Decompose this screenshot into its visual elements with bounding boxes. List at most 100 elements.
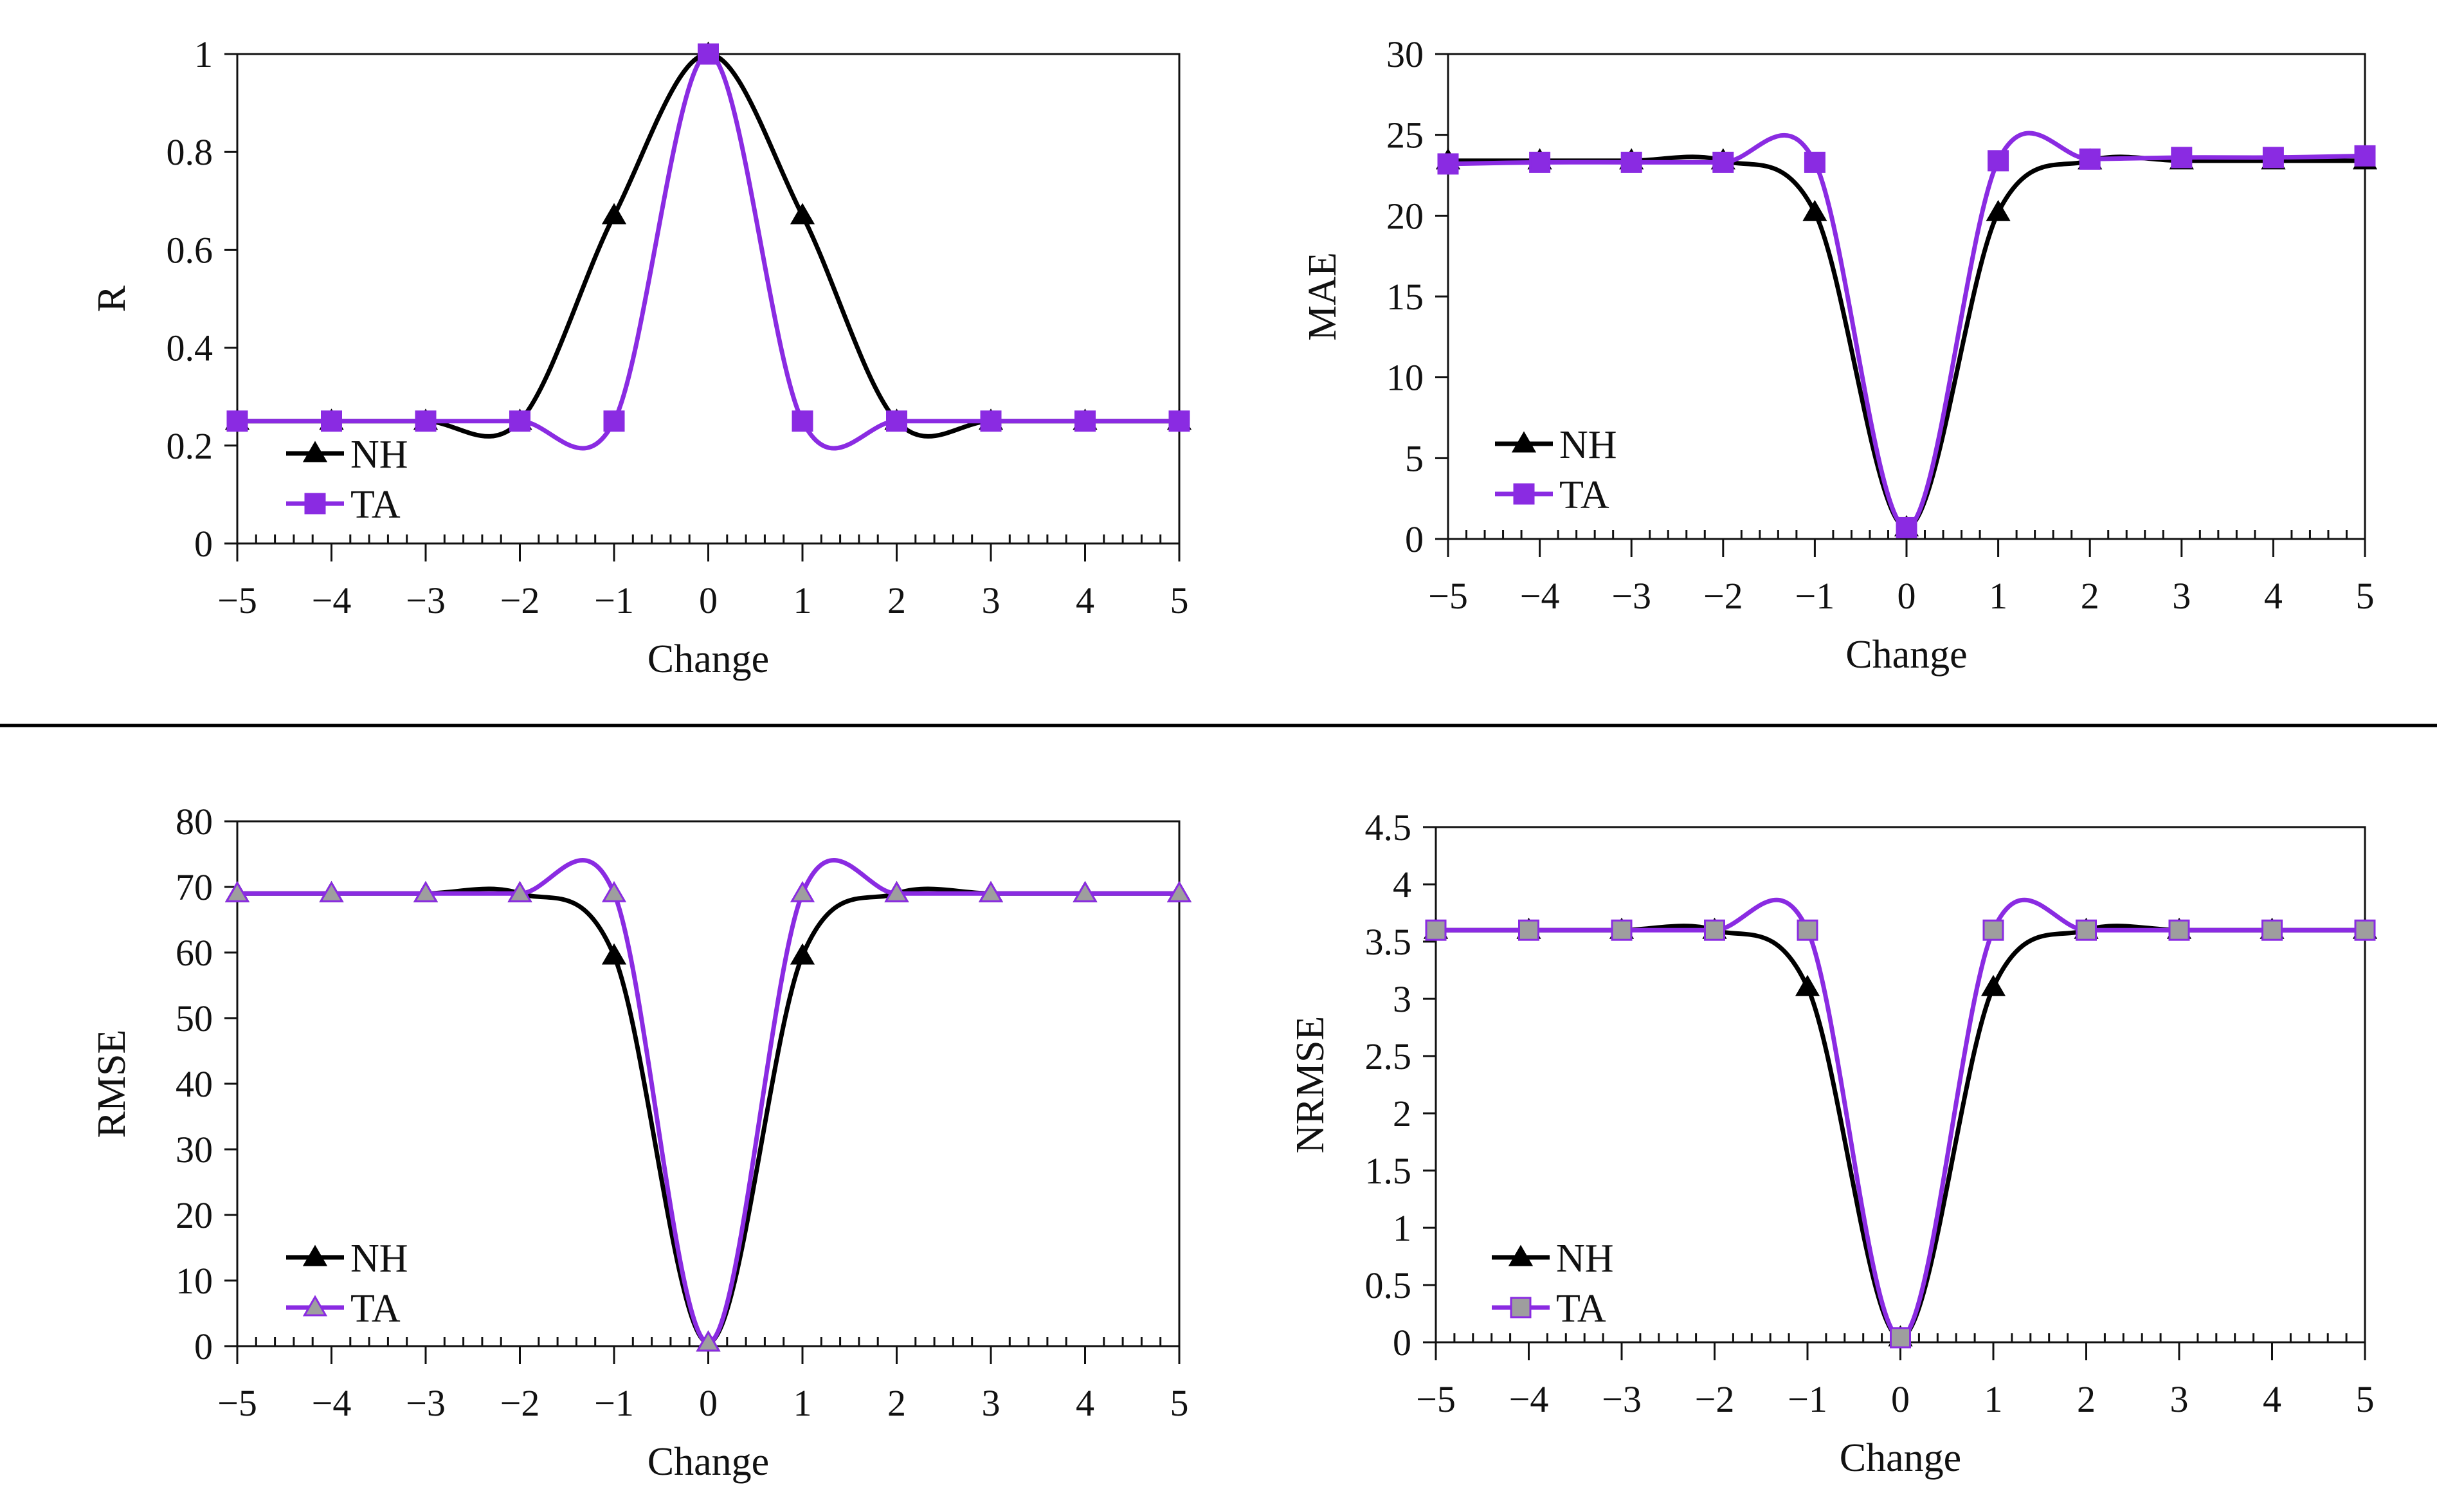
y-tick-label: 20	[176, 1194, 213, 1236]
legend-marker-nh	[302, 1245, 328, 1266]
legend-marker-ta	[1510, 1297, 1532, 1318]
y-tick-label: 50	[176, 998, 213, 1039]
y-tick-label: 0	[194, 523, 213, 565]
x-tick-label: 3	[982, 1382, 1001, 1424]
x-tick-label: 5	[1170, 579, 1189, 621]
data-point-ta	[1712, 151, 1734, 173]
y-tick-label: 10	[1386, 357, 1424, 399]
data-point-nh	[1795, 974, 1820, 996]
data-point-ta	[507, 880, 532, 902]
data-point-ta	[1797, 919, 1818, 941]
data-point-ta	[1425, 919, 1447, 941]
x-tick-label: 1	[1984, 1378, 2003, 1420]
data-point-ta	[226, 410, 248, 432]
y-tick-label: 30	[1386, 33, 1424, 75]
x-tick-label: 3	[2172, 575, 2191, 617]
y-tick-label: 40	[176, 1063, 213, 1105]
y-tick-label: 80	[176, 801, 213, 843]
x-tick-label: −3	[406, 1382, 446, 1424]
x-tick-label: −4	[312, 579, 352, 621]
x-tick-label: 2	[2077, 1378, 2096, 1420]
x-tick-label: 5	[2356, 575, 2375, 617]
data-point-nh	[1986, 199, 2011, 221]
x-tick-label: 2	[2081, 575, 2099, 617]
y-axis-label: MAE	[1301, 252, 1345, 341]
y-tick-label: 3.5	[1365, 921, 1412, 963]
x-tick-label: 4	[1076, 1382, 1094, 1424]
x-tick-label: 4	[2264, 575, 2283, 617]
x-tick-label: 0	[699, 1382, 718, 1424]
data-point-nh	[1980, 974, 2006, 996]
legend-label-nh: NH	[350, 1237, 408, 1281]
data-point-nh	[1802, 199, 1827, 221]
x-tick-label: −5	[217, 579, 257, 621]
legend-marker-ta	[1513, 483, 1535, 505]
x-tick-label: −5	[1416, 1378, 1456, 1420]
x-tick-label: 3	[982, 579, 1001, 621]
x-tick-label: 5	[1170, 1382, 1189, 1424]
x-tick-label: 1	[793, 1382, 812, 1424]
x-tick-label: −2	[1703, 575, 1743, 617]
y-axis-label: RMSE	[90, 1030, 134, 1138]
y-tick-label: 0.2	[167, 425, 213, 467]
data-point-nh	[601, 943, 627, 965]
data-point-ta	[2354, 919, 2376, 941]
x-tick-label: 1	[1989, 575, 2007, 617]
y-tick-label: 15	[1386, 276, 1424, 318]
x-tick-label: 4	[1076, 579, 1094, 621]
legend-label-nh: NH	[1559, 423, 1617, 467]
x-tick-label: −2	[500, 579, 540, 621]
y-tick-label: 3	[1393, 978, 1411, 1020]
data-point-ta	[319, 880, 344, 902]
y-tick-label: 5	[1405, 437, 1424, 479]
y-tick-label: 0.5	[1365, 1264, 1412, 1306]
x-tick-label: −2	[500, 1382, 540, 1424]
data-point-ta	[1166, 880, 1192, 902]
y-tick-label: 1.5	[1365, 1150, 1412, 1192]
data-point-ta	[790, 880, 815, 902]
data-point-ta	[2354, 145, 2376, 167]
x-axis-label: Change	[1845, 633, 1967, 677]
data-point-ta	[1804, 151, 1825, 173]
data-point-ta	[1437, 153, 1459, 175]
y-tick-label: 4.5	[1365, 807, 1412, 848]
y-tick-label: 20	[1386, 195, 1424, 237]
y-tick-label: 0	[1405, 518, 1424, 560]
data-point-ta	[1074, 410, 1096, 432]
data-point-ta	[2076, 919, 2097, 941]
y-tick-label: 1	[194, 33, 213, 75]
x-tick-label: 2	[887, 1382, 906, 1424]
data-point-ta	[413, 880, 439, 902]
data-point-ta	[792, 410, 813, 432]
x-tick-label: −1	[594, 1382, 634, 1424]
data-point-ta	[415, 410, 437, 432]
x-axis-label: Change	[648, 637, 769, 681]
chart-r: 0 0.2 0.4 0.6 0.8 1 −5 −4 −3 −2 −1 0 1 2 3 4 5 Change R NH T…	[90, 33, 1192, 681]
data-point-ta	[1890, 1327, 1911, 1349]
y-tick-label: 2	[1393, 1093, 1411, 1135]
x-tick-label: −5	[217, 1382, 257, 1424]
x-tick-label: 4	[2263, 1378, 2281, 1420]
data-point-ta	[1073, 880, 1098, 902]
data-point-nh	[790, 203, 815, 224]
data-point-ta	[1896, 516, 1917, 538]
y-tick-label: 4	[1393, 864, 1411, 906]
x-tick-label: 3	[2170, 1378, 2189, 1420]
y-tick-label: 0.4	[167, 327, 213, 369]
x-tick-label: 5	[2356, 1378, 2375, 1420]
x-tick-label: −2	[1695, 1378, 1735, 1420]
legend-label-ta: TA	[1559, 473, 1609, 517]
legend-label-ta: TA	[1556, 1287, 1606, 1331]
y-tick-label: 25	[1386, 114, 1424, 156]
data-point-ta	[2171, 147, 2193, 169]
legend-marker-ta	[302, 1295, 328, 1317]
data-point-ta	[1988, 150, 2009, 172]
x-tick-label: 0	[1898, 575, 1916, 617]
chart-panels: 0 0.2 0.4 0.6 0.8 1 −5 −4 −3 −2 −1 0 1 2 3 4 5 Change R NH T…	[90, 33, 2378, 1484]
data-point-ta	[321, 410, 342, 432]
chart-mae: 0 5 10 15 20 25 30 −5 −4 −3 −2 −1 0 1 2 3 4 5 Change MAE NH T…	[1301, 33, 2378, 677]
data-point-ta	[980, 410, 1002, 432]
data-point-ta	[884, 880, 909, 902]
data-point-ta	[978, 880, 1004, 902]
